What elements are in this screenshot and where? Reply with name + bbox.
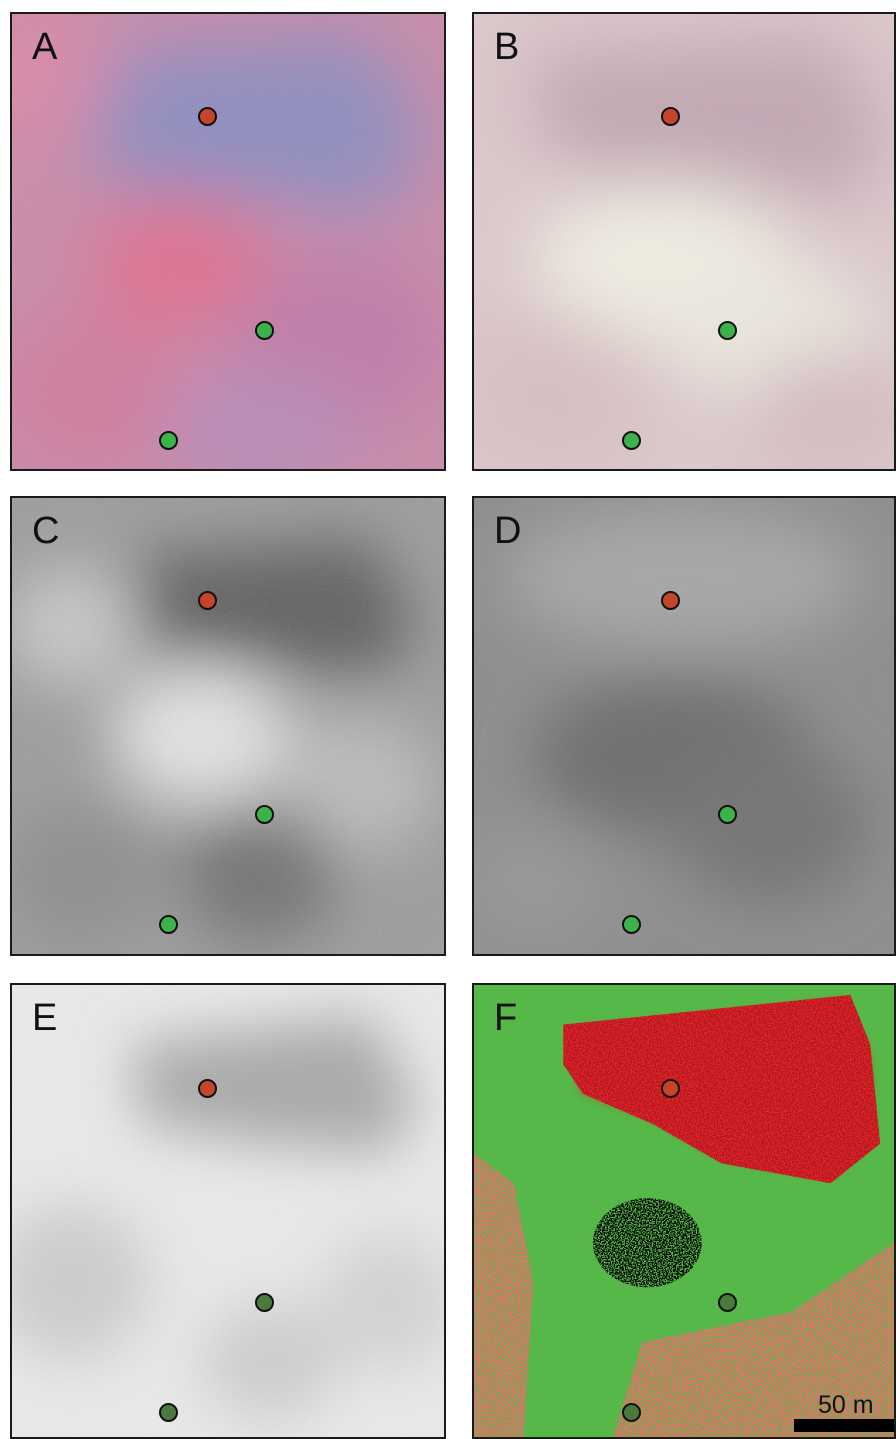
green-marker xyxy=(718,321,737,340)
green-marker xyxy=(159,1403,178,1422)
red-marker xyxy=(661,107,680,126)
green-marker xyxy=(622,915,641,934)
panel-e-image xyxy=(12,985,444,1437)
panel-d: D xyxy=(472,496,896,956)
panel-e: E xyxy=(10,983,446,1439)
red-marker xyxy=(661,1079,680,1098)
panel-a: A xyxy=(10,12,446,471)
green-marker xyxy=(159,915,178,934)
green-marker xyxy=(718,805,737,824)
green-marker xyxy=(622,1403,641,1422)
panel-a-image xyxy=(12,14,444,469)
panel-f-image xyxy=(474,985,894,1437)
green-marker xyxy=(255,321,274,340)
green-marker xyxy=(255,1293,274,1312)
panel-label: A xyxy=(32,26,58,68)
scale-bar-label: 50 m xyxy=(818,1391,874,1419)
red-marker xyxy=(198,107,217,126)
red-marker xyxy=(198,591,217,610)
panel-label: D xyxy=(494,510,522,552)
green-marker xyxy=(622,431,641,450)
panel-label: F xyxy=(494,997,518,1039)
panel-f: F 50 m xyxy=(472,983,896,1439)
green-marker xyxy=(255,805,274,824)
panel-c: C xyxy=(10,496,446,956)
panel-b-image xyxy=(474,14,894,469)
panel-label: B xyxy=(494,26,520,68)
panel-d-image xyxy=(474,498,894,954)
panel-b: B xyxy=(472,12,896,471)
panel-c-image xyxy=(12,498,444,954)
red-marker xyxy=(661,591,680,610)
red-marker xyxy=(198,1079,217,1098)
green-marker xyxy=(159,431,178,450)
panel-label: C xyxy=(32,510,60,552)
green-marker xyxy=(718,1293,737,1312)
panel-label: E xyxy=(32,997,58,1039)
scale-bar xyxy=(794,1419,894,1432)
